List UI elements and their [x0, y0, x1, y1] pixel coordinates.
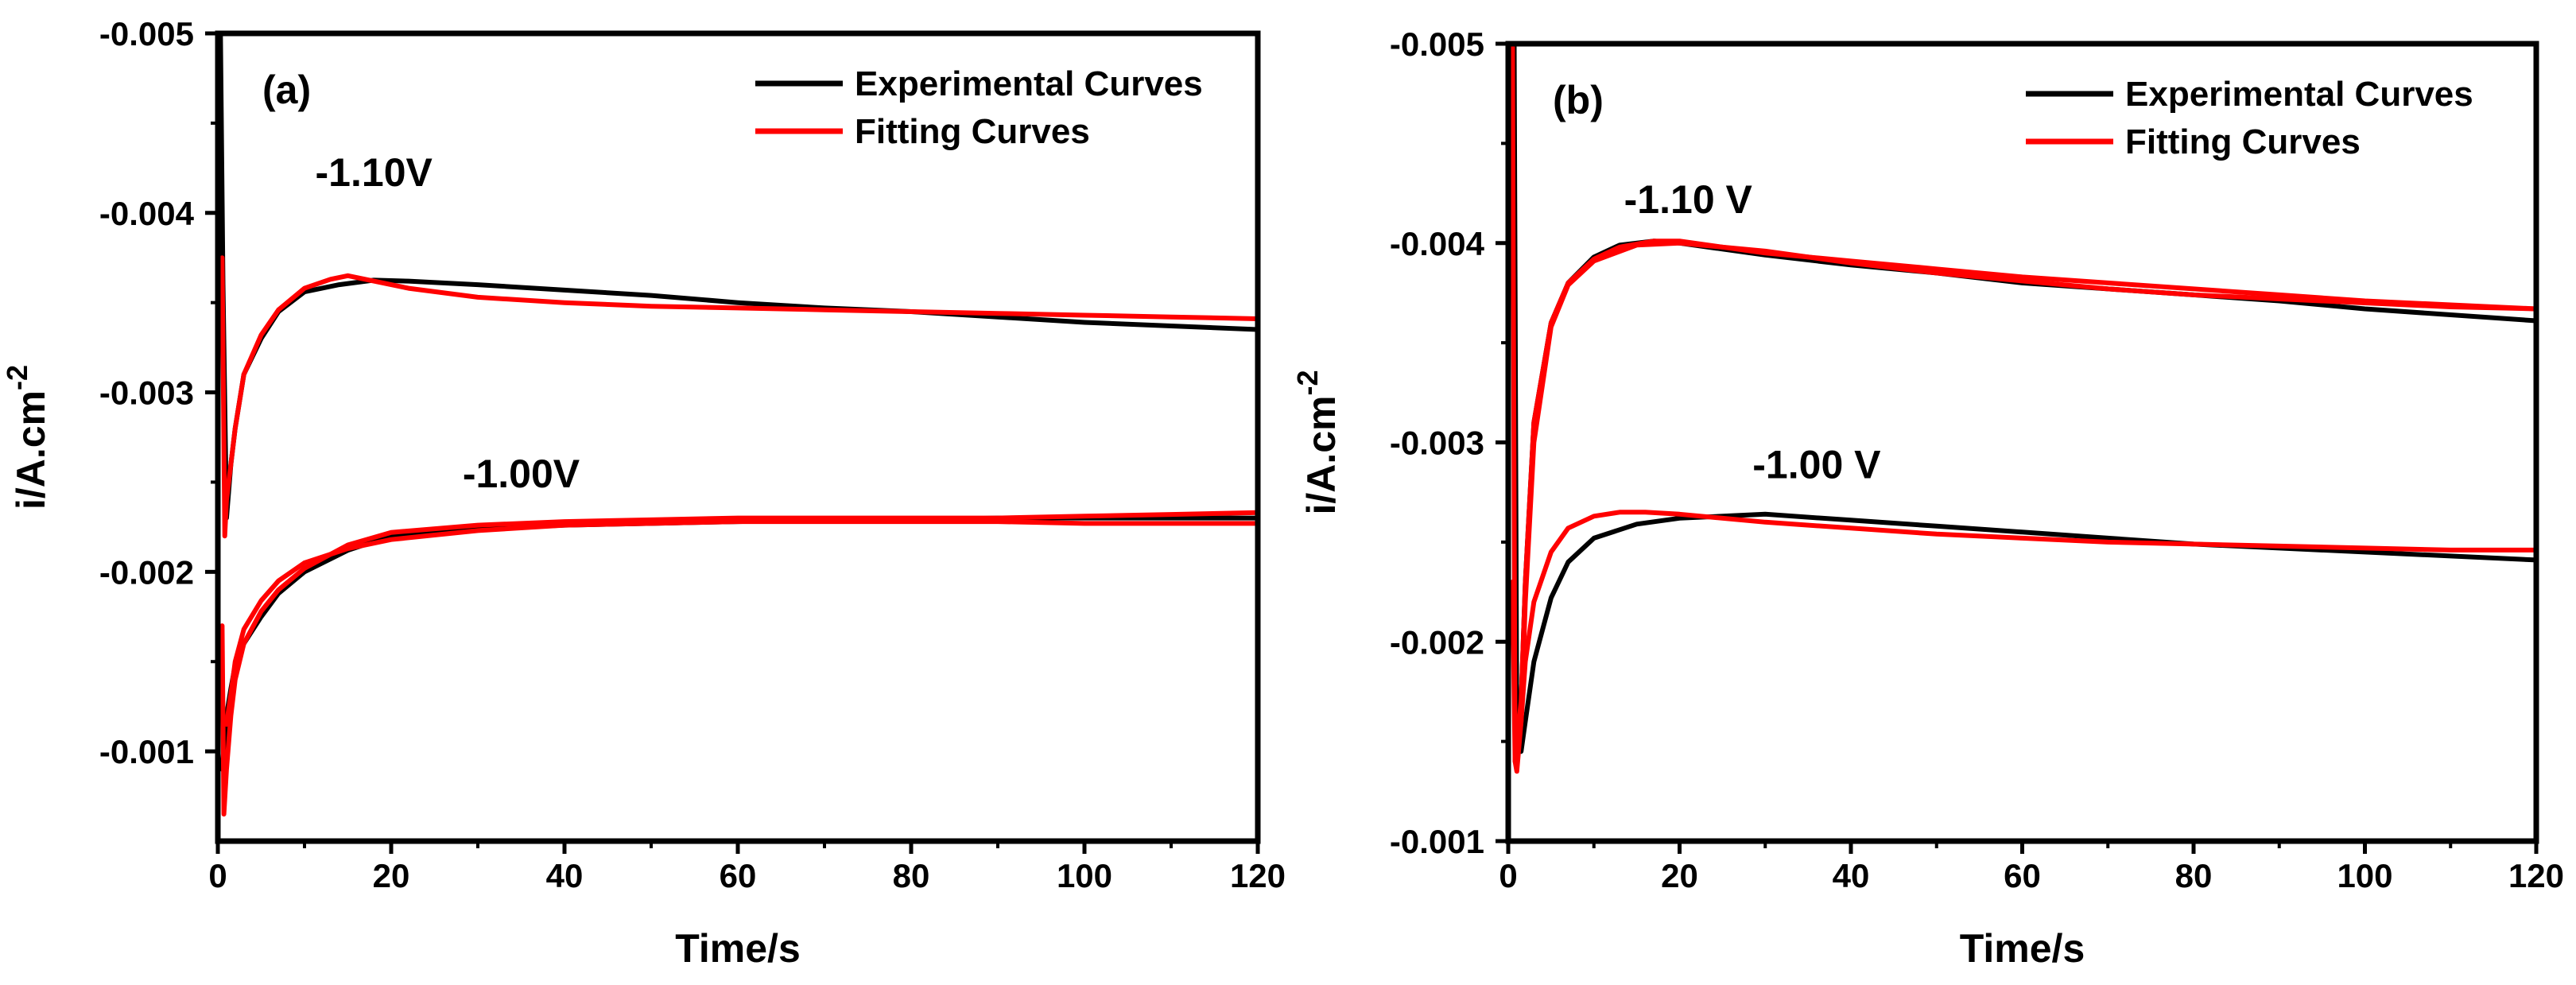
x-axis-label: Time/s — [1960, 926, 2085, 971]
x-tick-label: 120 — [1230, 857, 1286, 894]
y-tick-label: -0.002 — [1390, 623, 1484, 661]
x-tick-label: 60 — [720, 857, 757, 894]
x-tick-label: 40 — [1833, 857, 1870, 894]
y-tick-label: -0.004 — [99, 195, 195, 232]
series-line-3 — [1510, 44, 2536, 764]
y-axis-label-base: i/A.cm — [9, 390, 53, 510]
series-line-4 — [1514, 240, 2536, 764]
series-group — [218, 33, 1258, 817]
y-axis-label: i/A.cm-2 — [1291, 370, 1344, 514]
x-tick-label: 20 — [373, 857, 410, 894]
y-axis-label-base: i/A.cm — [1299, 395, 1344, 514]
y-tick-label: -0.004 — [1390, 225, 1485, 262]
series-line-0 — [218, 33, 1258, 521]
series-line-3 — [219, 510, 1258, 817]
curve-annotation: -1.10V — [316, 150, 433, 195]
x-tick-label: 100 — [2337, 857, 2392, 894]
series-line-2 — [219, 515, 1258, 772]
series-line-1 — [219, 255, 1258, 539]
y-tick-label: -0.003 — [99, 374, 194, 412]
x-tick-label: 20 — [1661, 857, 1698, 894]
y-tick-label: -0.001 — [99, 733, 194, 770]
x-axis-label: Time/s — [675, 926, 801, 971]
y-tick-label: -0.002 — [99, 553, 194, 591]
chart-panel-a: 0 20 40 60 80 100 120 -0.001 -0.002 -0.003 -0.004 -… — [1, 15, 1286, 971]
y-tick-label: -0.005 — [1390, 25, 1484, 63]
plot-frame — [1505, 41, 2539, 844]
x-tick-label: 0 — [208, 857, 227, 894]
x-tick-label: 80 — [2175, 857, 2213, 894]
x-tick-label: 100 — [1057, 857, 1112, 894]
series-line-2 — [1510, 44, 2536, 744]
legend-label: Fitting Curves — [855, 112, 1090, 151]
x-tick-label: 80 — [893, 857, 930, 894]
y-tick-label: -0.003 — [1390, 425, 1484, 462]
curve-annotation: -1.10 V — [1624, 177, 1753, 222]
y-tick-label: -0.001 — [1390, 823, 1484, 860]
series-group — [1510, 44, 2536, 774]
curve-annotation: -1.00V — [463, 452, 580, 496]
panel-label: (b) — [1553, 78, 1604, 122]
legend-label: Experimental Curves — [855, 64, 1203, 103]
y-tick-label: -0.005 — [99, 15, 194, 52]
y-axis-label-sup: -2 — [1, 365, 33, 390]
series-line-4 — [223, 519, 1258, 727]
chart-panel-b: 0 20 40 60 80 100 120 -0.001 -0.002 -0.003 -0.004 -… — [1291, 25, 2564, 971]
curve-annotation: -1.00 V — [1752, 443, 1881, 487]
legend-label: Experimental Curves — [2125, 75, 2473, 114]
y-axis-label: i/A.cm-2 — [1, 365, 53, 510]
panel-label: (a) — [262, 68, 311, 112]
legend-label: Fitting Curves — [2125, 122, 2361, 161]
x-tick-label: 60 — [2004, 857, 2041, 894]
x-tick-label: 120 — [2508, 857, 2564, 894]
y-axis-label-sup: -2 — [1291, 370, 1324, 395]
x-tick-label: 0 — [1499, 857, 1517, 894]
x-tick-label: 40 — [546, 857, 584, 894]
